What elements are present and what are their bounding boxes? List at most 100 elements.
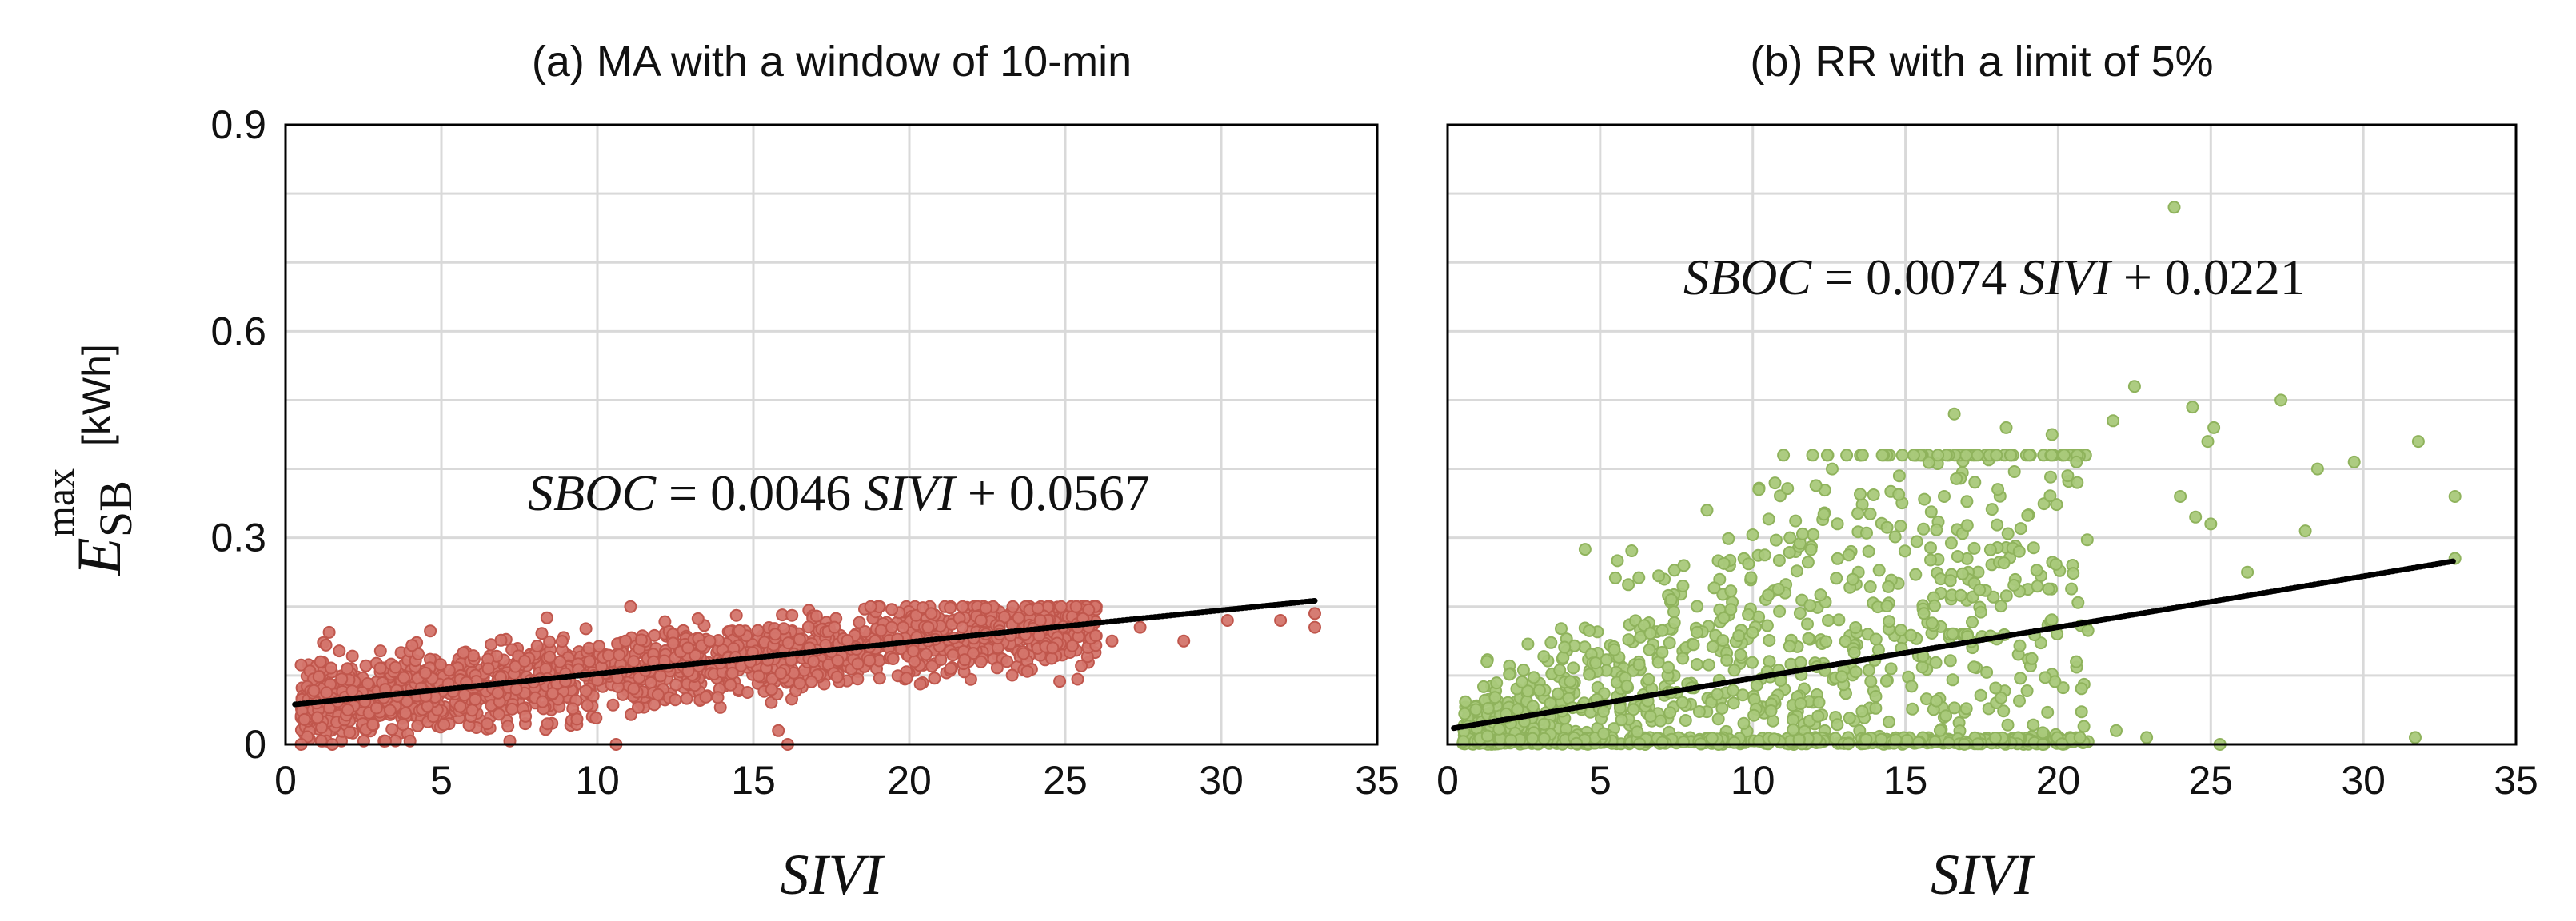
data-point xyxy=(2012,544,2026,558)
data-point xyxy=(1082,603,1096,616)
data-point xyxy=(1583,624,1596,637)
data-point xyxy=(1939,709,1953,723)
data-point xyxy=(602,648,615,662)
data-point xyxy=(1750,679,1763,692)
data-point xyxy=(1802,632,1815,645)
data-point xyxy=(2080,533,2094,547)
data-point xyxy=(1737,716,1751,730)
data-point xyxy=(1922,456,1935,469)
data-point xyxy=(589,712,603,724)
data-point xyxy=(2007,465,2021,478)
data-point xyxy=(2075,705,2088,719)
x-tick-label: 35 xyxy=(2494,758,2538,803)
data-point xyxy=(1700,504,1714,517)
data-point xyxy=(958,653,972,667)
data-point xyxy=(1966,616,1979,629)
equation-rhs: + 0.0221 xyxy=(2111,249,2306,305)
data-point xyxy=(1869,690,1883,703)
data-point xyxy=(2020,684,2034,697)
x-tick-label: 30 xyxy=(1199,758,1244,803)
data-point xyxy=(2077,720,2091,733)
data-point xyxy=(2071,476,2084,489)
data-point xyxy=(518,655,531,668)
data-point xyxy=(1883,615,1896,628)
data-point xyxy=(1943,654,1957,668)
data-point xyxy=(1924,541,1937,555)
data-point xyxy=(1480,655,1494,668)
data-point xyxy=(1867,488,1880,501)
data-point xyxy=(2014,672,2027,685)
data-point xyxy=(1742,557,1755,571)
data-point xyxy=(793,676,806,690)
data-point xyxy=(1915,660,1929,674)
data-point xyxy=(485,638,498,652)
data-point xyxy=(1766,714,1779,728)
data-point xyxy=(1980,665,1994,679)
data-point xyxy=(1918,492,1931,506)
data-point xyxy=(1715,701,1729,715)
data-point xyxy=(469,692,482,706)
data-point xyxy=(781,636,795,650)
data-point xyxy=(536,695,549,708)
data-point xyxy=(1031,601,1044,615)
data-point xyxy=(1527,671,1540,684)
data-point xyxy=(1663,636,1676,650)
data-point xyxy=(1894,624,1907,637)
data-point xyxy=(1707,581,1721,595)
data-point xyxy=(1652,569,1666,583)
data-point xyxy=(1804,543,1818,556)
data-point xyxy=(809,609,823,623)
data-point xyxy=(501,720,515,733)
data-point xyxy=(1763,634,1776,647)
data-point xyxy=(2027,541,2040,555)
data-point xyxy=(1863,580,1877,593)
data-point xyxy=(2071,596,2085,609)
data-point xyxy=(774,667,788,680)
y-axis-label-subscript: SB xyxy=(90,480,142,537)
data-point xyxy=(2027,718,2040,732)
data-point xyxy=(689,648,702,662)
data-point xyxy=(1929,656,1943,669)
data-point xyxy=(729,608,743,622)
data-point xyxy=(1974,605,1987,619)
data-point xyxy=(1705,732,1719,745)
data-point xyxy=(1956,567,1969,580)
data-point xyxy=(1490,676,1504,690)
data-point xyxy=(566,702,580,716)
data-point xyxy=(1758,548,1771,562)
data-point xyxy=(2070,655,2083,668)
data-point xyxy=(1747,708,1761,722)
equation-eq: = 0.0074 xyxy=(1811,249,2007,305)
data-point xyxy=(312,670,325,684)
x-tick-label: 20 xyxy=(887,758,932,803)
data-point xyxy=(2045,428,2059,441)
data-point xyxy=(1511,703,1524,716)
data-point xyxy=(1933,724,1947,737)
data-point xyxy=(1722,532,1735,545)
data-point xyxy=(1793,607,1807,620)
data-point xyxy=(1005,668,1019,682)
data-point xyxy=(1631,725,1644,739)
data-point xyxy=(1999,589,2013,603)
data-point xyxy=(651,688,665,701)
data-point xyxy=(2025,652,2039,665)
data-point xyxy=(437,718,451,732)
data-point xyxy=(2021,508,2035,522)
data-point xyxy=(492,708,505,721)
data-point xyxy=(946,648,960,662)
data-point xyxy=(345,649,359,663)
data-point xyxy=(320,686,333,700)
data-point xyxy=(1663,706,1677,720)
data-point xyxy=(1930,523,1943,536)
data-point xyxy=(1679,714,1692,727)
x-tick-label: 15 xyxy=(1883,758,1928,803)
x-axis-label: SIVI xyxy=(1931,843,2035,907)
data-point xyxy=(541,717,554,731)
data-point xyxy=(2039,671,2052,684)
data-point xyxy=(1492,722,1506,736)
data-point xyxy=(1892,488,1906,501)
data-point xyxy=(1583,668,1596,681)
data-point xyxy=(1783,546,1796,559)
data-point xyxy=(1676,652,1690,665)
data-point xyxy=(2448,490,2462,503)
